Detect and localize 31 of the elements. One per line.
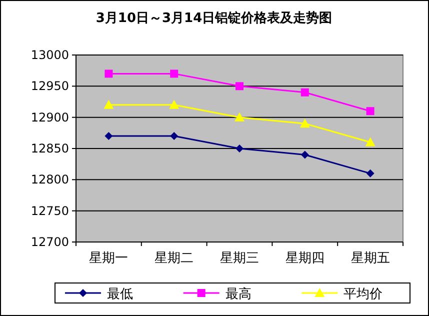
x-tick-label: 星期四 (285, 251, 324, 266)
point (170, 132, 178, 140)
point (104, 70, 113, 78)
legend-label: 最低 (107, 287, 133, 302)
x-tick-label: 星期一 (89, 251, 128, 266)
point (170, 70, 178, 78)
y-tick-label: 12750 (30, 204, 69, 218)
point (300, 150, 309, 159)
y-tick-label: 12950 (30, 79, 69, 94)
y-tick-label: 12700 (30, 235, 69, 249)
point (234, 112, 244, 122)
legend-label: 平均价 (344, 287, 383, 302)
point (300, 88, 309, 96)
y-tick-label: 12850 (30, 142, 69, 156)
x-tick-label: 星期二 (154, 251, 194, 266)
point (104, 132, 113, 140)
y-tick-label: 12900 (30, 110, 69, 124)
point (169, 100, 180, 109)
point (366, 169, 374, 178)
y-tick-label: 13000 (30, 48, 69, 62)
x-tick-label: 星期三 (220, 251, 259, 266)
y-tick-label: 12800 (30, 172, 69, 187)
point (366, 107, 374, 116)
point (300, 118, 310, 128)
point (236, 144, 244, 152)
point (365, 137, 376, 146)
legend-label: 最高 (225, 286, 252, 302)
point (236, 82, 244, 90)
chart-title: 3月10日～3月14日铝锭价格表及走势图 (96, 10, 332, 26)
point (104, 100, 114, 109)
x-tick-label: 星期五 (350, 251, 390, 266)
